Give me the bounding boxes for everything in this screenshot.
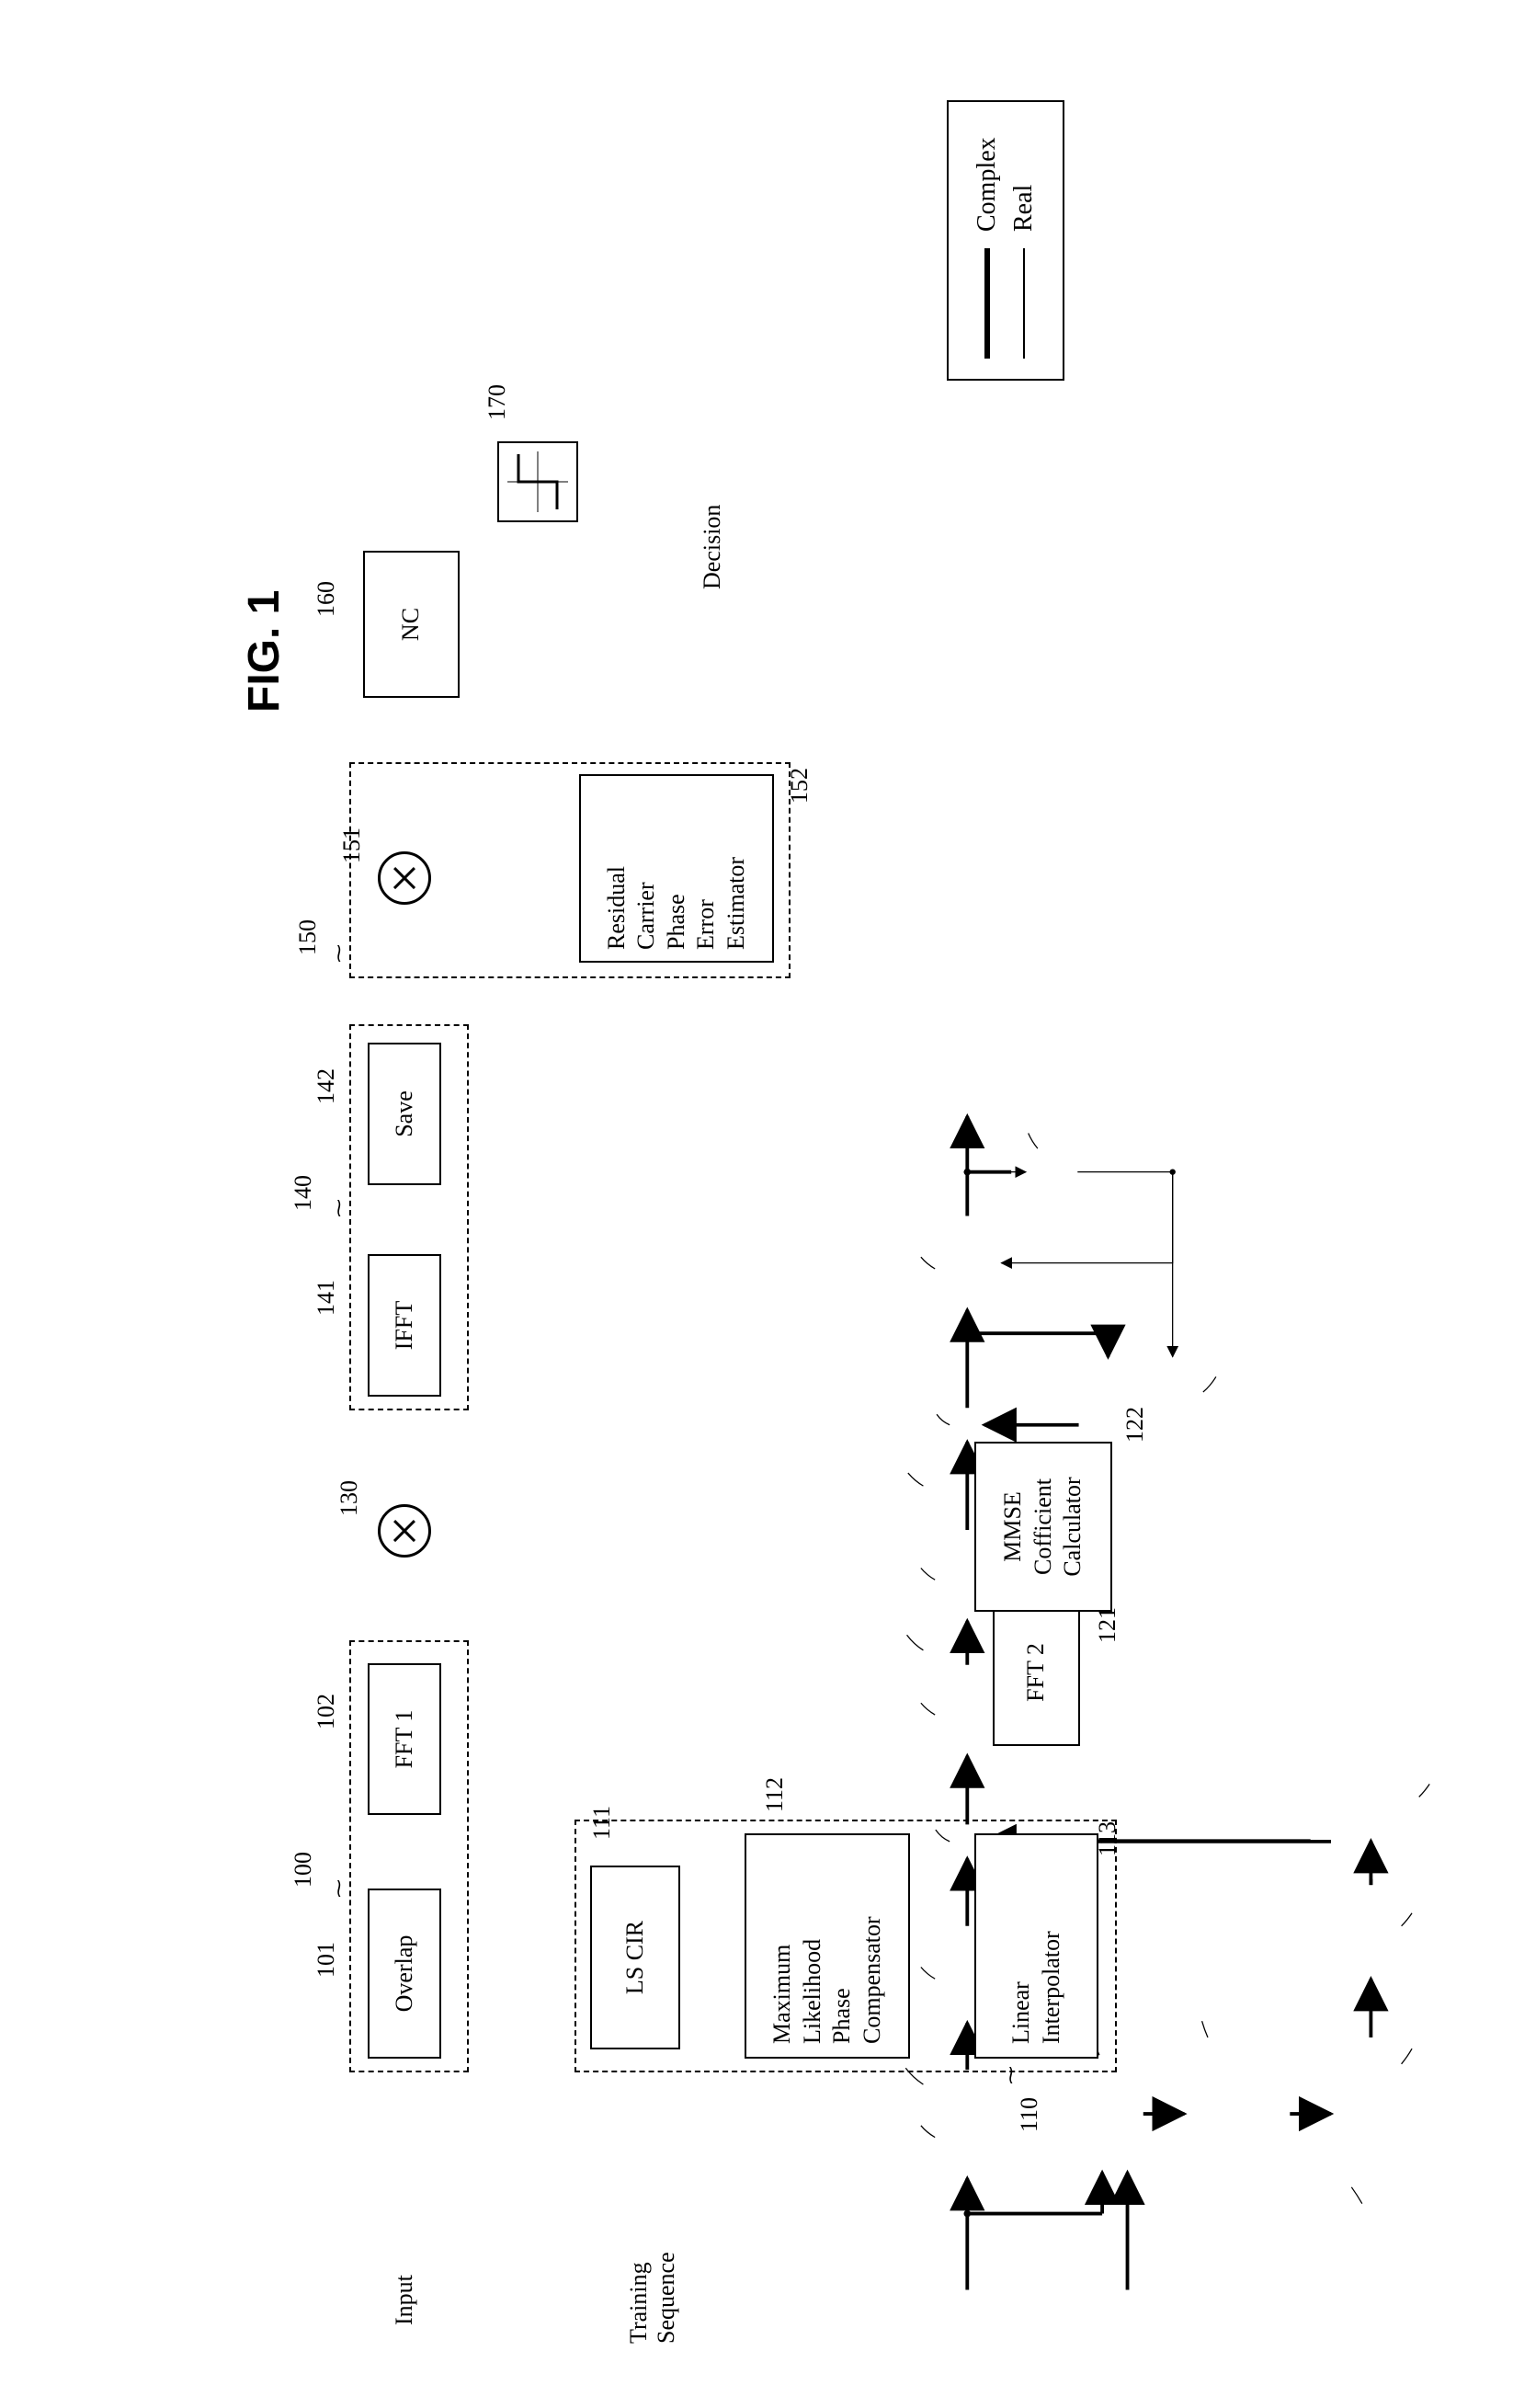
block-fft1-label: FFT 1	[390, 1710, 420, 1769]
input-label: Input	[391, 2275, 418, 2325]
legend-line-real	[1023, 248, 1025, 359]
block-mlpc-label: Maximum Likelihood Phase Compensator	[768, 1916, 887, 2044]
block-nc: NC	[363, 551, 460, 698]
legend-line-complex	[984, 248, 990, 359]
figure-canvas: FIG. 1	[18, 18, 1513, 2390]
legend: Complex Real	[947, 100, 1064, 381]
ref-140: 140	[290, 1175, 317, 1211]
ref-141: 141	[313, 1280, 340, 1316]
block-linint: Linear Interpolator	[974, 1833, 1098, 2059]
wires	[18, 876, 1513, 2390]
block-save: Save	[368, 1043, 441, 1185]
tilde-decoration: ⁓	[327, 944, 350, 963]
ref-102: 102	[313, 1694, 340, 1729]
ref-121: 121	[1094, 1607, 1121, 1643]
ref-152: 152	[786, 768, 813, 804]
legend-row-real: Real	[1009, 122, 1039, 359]
block-lscir: LS CIR	[590, 1866, 680, 2049]
tilde-decoration: ⁓	[327, 1879, 350, 1898]
block-mmse-label: MMSE Cofficient Calculator	[998, 1477, 1088, 1576]
decision-label: Decision	[699, 505, 726, 589]
ref-113: 113	[1094, 1821, 1121, 1856]
ref-170: 170	[483, 384, 511, 420]
block-slicer	[496, 440, 579, 523]
block-fft2-label: FFT 2	[1021, 1643, 1052, 1702]
block-rcpee: Residual Carrier Phase Error Estimator	[579, 774, 774, 963]
ref-142: 142	[313, 1068, 340, 1104]
multiplier-151	[378, 851, 431, 905]
block-overlap: Overlap	[368, 1889, 441, 2059]
training-label: Training Sequence	[625, 2252, 680, 2344]
legend-row-complex: Complex	[973, 122, 1002, 359]
ref-122: 122	[1121, 1407, 1149, 1443]
ref-110: 110	[1016, 2097, 1043, 2132]
ref-101: 101	[313, 1942, 340, 1978]
block-nc-label: NC	[396, 608, 427, 641]
block-fft2: FFT 2	[993, 1599, 1080, 1746]
block-overlap-label: Overlap	[390, 1935, 420, 2013]
legend-label-complex: Complex	[973, 137, 1002, 232]
block-linint-label: Linear Interpolator	[1007, 1931, 1066, 2044]
block-ifft: IFFT	[368, 1254, 441, 1397]
ref-111: 111	[588, 1806, 616, 1840]
block-rcpee-label: Residual Carrier Phase Error Estimator	[602, 857, 752, 950]
ref-100: 100	[290, 1852, 317, 1888]
legend-label-real: Real	[1009, 185, 1039, 232]
block-fft1: FFT 1	[368, 1663, 441, 1815]
block-ifft-label: IFFT	[390, 1301, 420, 1350]
diagram-rotated-container: Overlap FFT 1 IFFT Save Residual Carrier…	[18, 18, 1513, 2390]
block-mlpc: Maximum Likelihood Phase Compensator	[745, 1833, 910, 2059]
ref-130: 130	[336, 1480, 363, 1516]
block-lscir-label: LS CIR	[620, 1921, 651, 1994]
tilde-decoration: ⁓	[327, 1199, 350, 1217]
ref-160: 160	[313, 581, 340, 617]
multiplier-130	[378, 1504, 431, 1558]
ref-150: 150	[294, 919, 322, 955]
block-mmse: MMSE Cofficient Calculator	[974, 1442, 1112, 1612]
ref-112: 112	[761, 1777, 789, 1812]
ref-151: 151	[338, 827, 366, 863]
tilde-decoration: ⁓	[999, 2066, 1022, 2084]
block-save-label: Save	[390, 1090, 420, 1137]
